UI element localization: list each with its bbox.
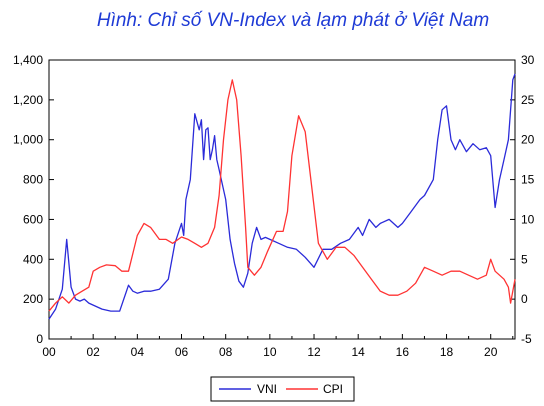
y-right-tick-label: -5 — [521, 332, 532, 346]
y-left-tick-label: 1,200 — [13, 93, 43, 107]
y-left-tick-label: 0 — [36, 332, 43, 346]
y-left-tick-label: 600 — [23, 212, 43, 226]
x-tick-label: 12 — [307, 345, 321, 359]
y-right-tick-label: 30 — [521, 53, 535, 67]
x-tick-label: 04 — [131, 345, 145, 359]
y-right-tick-label: 0 — [521, 292, 528, 306]
x-tick-label: 00 — [42, 345, 56, 359]
x-tick-label: 10 — [263, 345, 277, 359]
series-line-vni — [48, 73, 516, 320]
x-tick-label: 06 — [175, 345, 189, 359]
y-axis-left: 0 200 400 600 800 1,000 1,200 1,400 — [13, 53, 54, 346]
x-tick-label: 14 — [352, 345, 366, 359]
y-right-tick-label: 20 — [521, 133, 535, 147]
y-left-tick-label: 1,000 — [13, 133, 43, 147]
x-tick-label: 02 — [86, 345, 100, 359]
plot-frame — [48, 59, 516, 340]
y-axis-right: -5 0 5 10 15 20 25 30 — [510, 53, 535, 346]
y-left-tick-label: 400 — [23, 252, 43, 266]
legend: VNI CPI — [210, 376, 355, 402]
y-left-tick-label: 1,400 — [13, 53, 43, 67]
y-right-tick-label: 10 — [521, 212, 535, 226]
y-right-tick-label: 5 — [521, 252, 528, 266]
x-axis: 00 02 04 06 08 10 12 14 16 18 20 — [42, 334, 514, 359]
y-left-tick-label: 800 — [23, 173, 43, 187]
y-left-tick-label: 200 — [23, 292, 43, 306]
series-line-cpi — [48, 79, 516, 312]
y-right-tick-label: 25 — [521, 93, 535, 107]
series-layer — [48, 73, 516, 320]
legend-label-cpi: CPI — [323, 382, 343, 396]
chart-title: Hình: Chỉ số VN-Index và lạm phát ở Việt… — [97, 10, 489, 31]
y-right-tick-label: 15 — [521, 173, 535, 187]
x-tick-label: 18 — [440, 345, 454, 359]
x-tick-label: 08 — [219, 345, 233, 359]
legend-label-vni: VNI — [257, 382, 277, 396]
x-tick-label: 20 — [484, 345, 498, 359]
x-tick-label: 16 — [396, 345, 410, 359]
